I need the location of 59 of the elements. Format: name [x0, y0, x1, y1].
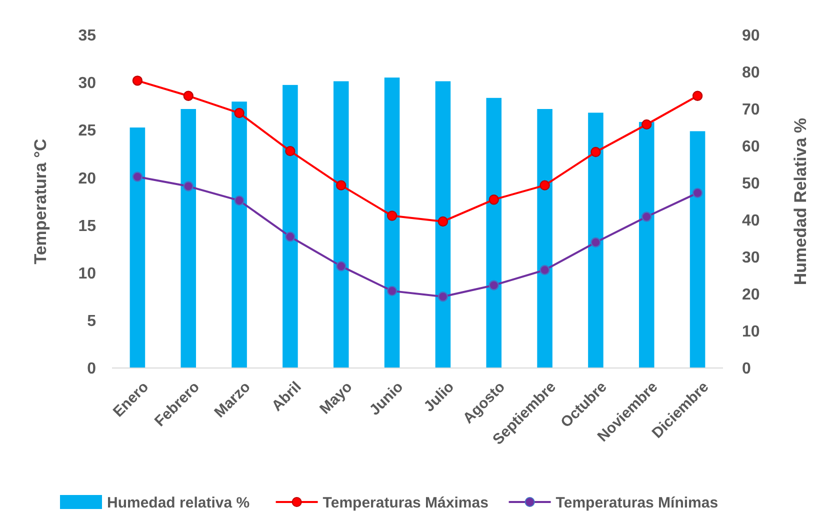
- point: [132, 76, 143, 86]
- point: [336, 180, 346, 190]
- bar: [588, 112, 604, 368]
- bar: [638, 122, 654, 368]
- bar: [333, 81, 349, 368]
- y-tick-label: 25: [78, 122, 96, 140]
- point: [692, 188, 703, 198]
- y-axis-title: Temperatura °C: [31, 138, 50, 264]
- point: [642, 119, 652, 130]
- bar: [130, 128, 146, 368]
- y2-tick-label: 90: [742, 28, 760, 45]
- y-tick-label: 30: [78, 75, 96, 92]
- bar: [690, 131, 706, 368]
- y2-tick-label: 70: [742, 102, 760, 119]
- y2-tick-label: 60: [742, 138, 760, 156]
- point: [285, 232, 296, 242]
- point: [234, 195, 244, 206]
- point: [285, 146, 296, 156]
- bar: [486, 98, 502, 368]
- y2-tick-label: 0: [742, 360, 751, 378]
- point: [642, 212, 652, 222]
- point: [386, 286, 398, 296]
- bar: [232, 102, 247, 368]
- y2-tick-label: 10: [742, 324, 760, 341]
- y-tick-label: 10: [78, 265, 96, 282]
- legend-label: Temperaturas Máximas: [322, 494, 488, 512]
- point: [183, 181, 194, 192]
- point: [386, 210, 398, 221]
- y2-tick-label: 20: [742, 286, 760, 304]
- point: [336, 261, 346, 272]
- y-tick-label: 5: [87, 313, 96, 330]
- y2-tick-label: 80: [742, 64, 760, 82]
- bar: [384, 78, 400, 368]
- bar: [537, 109, 552, 368]
- point: [438, 216, 448, 227]
- y2-axis-title: Humedad Relativa %: [791, 118, 810, 286]
- point: [488, 280, 499, 290]
- point: [590, 237, 601, 248]
- y2-tick-label: 50: [742, 176, 760, 193]
- bar: [180, 109, 196, 368]
- point: [692, 90, 703, 101]
- y-tick-label: 35: [78, 28, 96, 45]
- y-tick-label: 20: [78, 170, 96, 188]
- legend-label: Temperaturas Mínimas: [556, 494, 718, 512]
- y2-tick-label: 40: [742, 212, 760, 230]
- y-tick-label: 0: [87, 360, 96, 378]
- y2-tick-label: 30: [742, 250, 760, 267]
- bar: [435, 81, 451, 368]
- point: [540, 264, 550, 276]
- point: [540, 180, 550, 190]
- point: [438, 292, 448, 302]
- bar: [282, 84, 298, 368]
- point: [183, 90, 194, 101]
- y-tick-label: 15: [78, 218, 96, 235]
- point: [234, 108, 244, 118]
- legend-label: Humedad relativa %: [107, 494, 250, 512]
- point: [590, 146, 601, 158]
- point: [488, 194, 499, 205]
- point: [132, 172, 143, 182]
